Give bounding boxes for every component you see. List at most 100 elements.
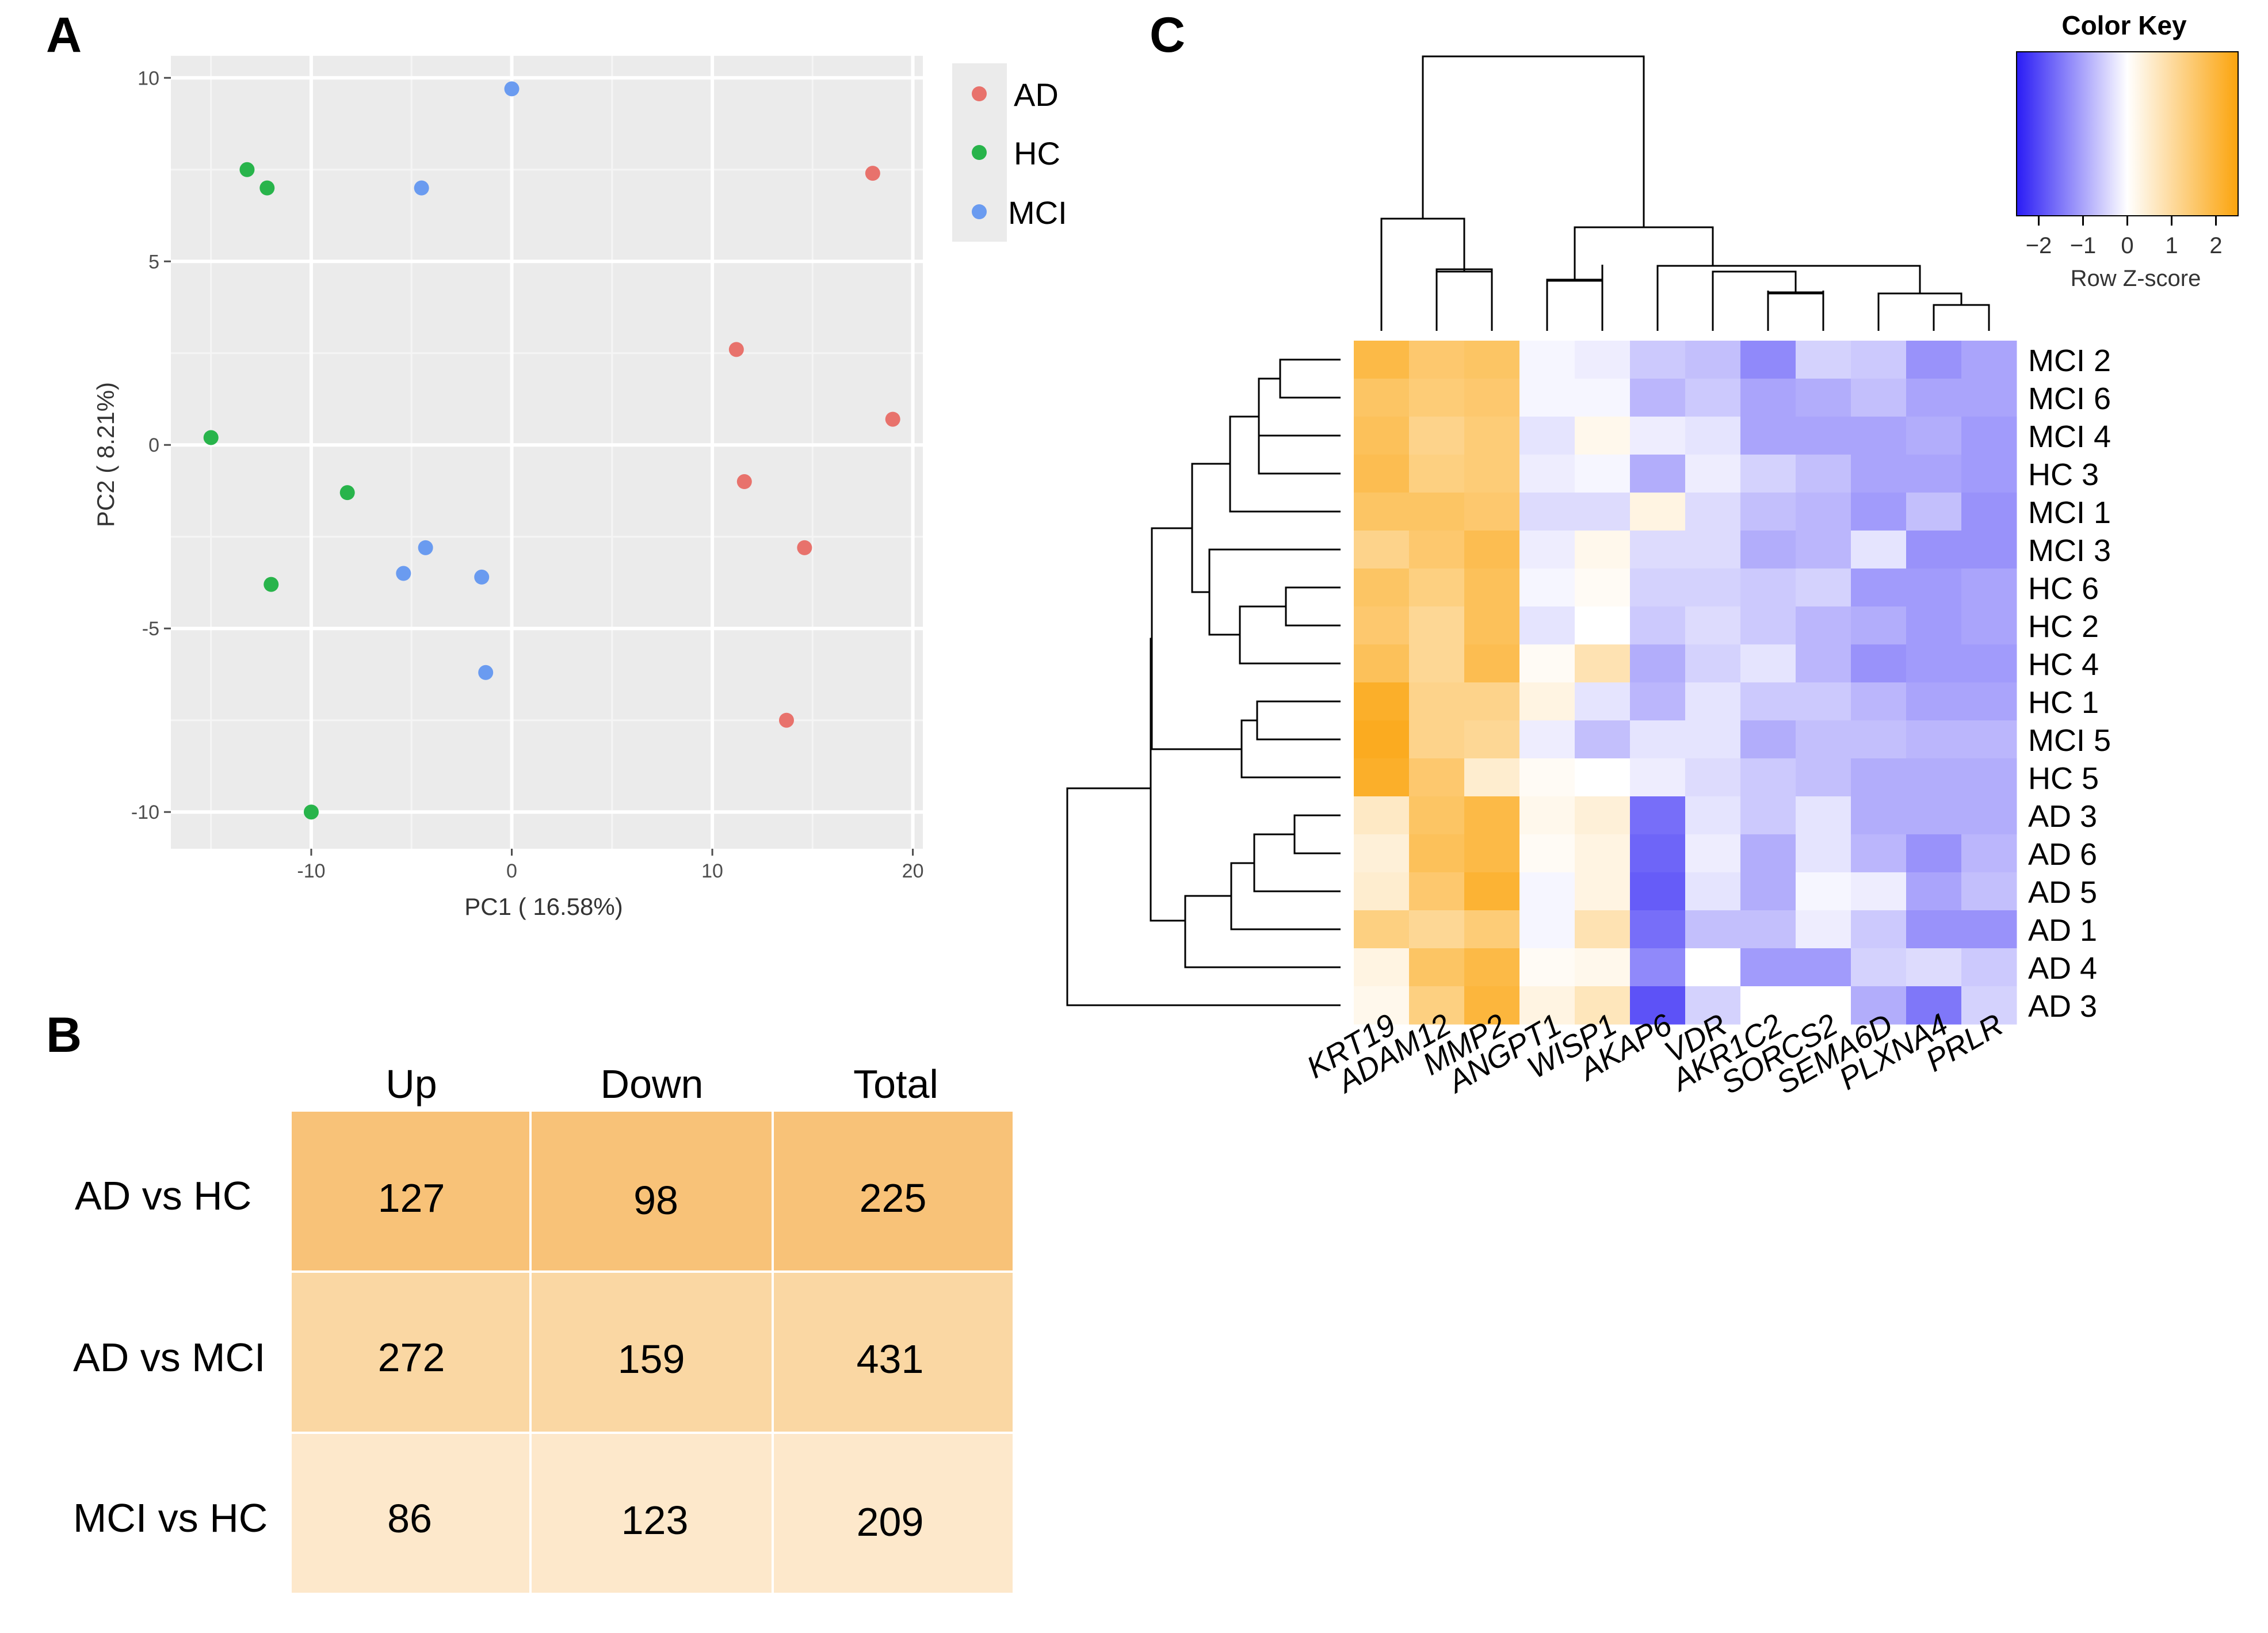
heatmap-cell xyxy=(1630,455,1686,493)
heatmap-cell xyxy=(1906,644,1962,683)
scatter-point-hc xyxy=(264,577,279,592)
heatmap-cell xyxy=(1519,569,1575,607)
heatmap-cell xyxy=(1575,910,1631,949)
col-dendro-plxna4-prlr xyxy=(1933,304,1990,331)
heatmap-cell xyxy=(1354,910,1410,949)
col-dendro-akr1c2-group xyxy=(1712,270,1797,331)
heatmap-cell xyxy=(1519,948,1575,987)
color-key-title: Color Key xyxy=(2061,10,2187,40)
heatmap-cell xyxy=(1961,455,2017,493)
y-tick-label: 10 xyxy=(138,67,159,89)
heatmap-cell xyxy=(1464,720,1520,759)
heatmap-cell xyxy=(1796,569,1851,607)
heatmap-cell xyxy=(1851,720,1907,759)
heatmap-cell xyxy=(1519,341,1575,379)
table-row-label-mci-vs-hc: MCI vs HC xyxy=(73,1495,268,1540)
heatmap-cell xyxy=(1685,834,1741,873)
col-dendro-angpt1-wisp1 xyxy=(1546,280,1603,291)
col-dendro-sema6d-group xyxy=(1877,292,1962,331)
heatmap-cell xyxy=(1906,606,1962,645)
x-tick-label: 20 xyxy=(902,860,924,882)
scatter-point-mci xyxy=(474,569,490,585)
heatmap-cell xyxy=(1354,341,1410,379)
heatmap-cell xyxy=(1961,606,2017,645)
table-cell-ad-vs-mci-up: 272 xyxy=(378,1335,445,1380)
heatmap-cell xyxy=(1575,379,1631,417)
row-dendro-ad4 xyxy=(1184,895,1341,968)
heatmap-cell xyxy=(1575,455,1631,493)
column-dendrogram-main xyxy=(1380,55,1990,331)
heatmap-cell xyxy=(1464,341,1520,379)
heatmap-cell xyxy=(1685,682,1741,721)
table-values: 127 98 225 272 159 431 86 123 209 xyxy=(378,1176,927,1544)
heatmap-cell xyxy=(1575,834,1631,873)
heatmap-cell xyxy=(1740,720,1796,759)
row-dendro-ad5 xyxy=(1253,833,1341,892)
row-dendrogram xyxy=(1066,358,1341,1006)
heatmap-cell xyxy=(1630,531,1686,569)
heatmap-cell xyxy=(1961,417,2017,455)
heatmap-cell xyxy=(1464,948,1520,987)
heatmap-cell xyxy=(1464,834,1520,873)
y-tick-label: -5 xyxy=(142,618,159,640)
color-key-tick-label: 0 xyxy=(2121,233,2133,258)
panel-c-heatmap: C xyxy=(1066,7,2239,1101)
row-label: MCI 5 xyxy=(2028,723,2111,758)
heatmap-cell xyxy=(1409,682,1465,721)
heatmap-cell xyxy=(1630,872,1686,911)
heatmap-cell xyxy=(1519,834,1575,873)
heatmap-cell xyxy=(1464,379,1520,417)
heatmap-cell xyxy=(1740,796,1796,835)
heatmap-cell xyxy=(1851,569,1907,607)
table-header-total: Total xyxy=(853,1062,938,1107)
heatmap-cell xyxy=(1630,758,1686,797)
table-cell-ad-vs-mci-down: 159 xyxy=(618,1337,685,1382)
heatmap-cell xyxy=(1630,682,1686,721)
heatmap-cell xyxy=(1796,948,1851,987)
scatter-x-axis-label: PC1 ( 16.58%) xyxy=(464,893,623,920)
heatmap-cell xyxy=(1354,606,1410,645)
row-label: HC 5 xyxy=(2028,761,2099,796)
row-dendro-mci3 xyxy=(1208,548,1341,636)
x-tick-label: 0 xyxy=(506,860,517,882)
heatmap-cell xyxy=(1409,872,1465,911)
heatmap-cell xyxy=(1851,644,1907,683)
table-cell-background xyxy=(772,1109,1015,1273)
y-tick-label: 0 xyxy=(148,434,159,456)
heatmap-cell xyxy=(1851,341,1907,379)
legend-label-ad: AD xyxy=(1014,77,1059,113)
heatmap-cell xyxy=(1685,417,1741,455)
heatmap-cell xyxy=(1685,606,1741,645)
heatmap-cell xyxy=(1575,569,1631,607)
heatmap-cell xyxy=(1906,455,1962,493)
heatmap-cell xyxy=(1740,379,1796,417)
table-header-up: Up xyxy=(385,1062,437,1107)
heatmap-cell xyxy=(1354,531,1410,569)
heatmap-cell xyxy=(1575,796,1631,835)
heatmap-cell xyxy=(1409,796,1465,835)
row-dendro-hc4 xyxy=(1239,605,1341,665)
heatmap-cell xyxy=(1851,417,1907,455)
heatmap-cell xyxy=(1851,531,1907,569)
heatmap-cell xyxy=(1851,455,1907,493)
heatmap-cell xyxy=(1685,341,1741,379)
heatmap-cell xyxy=(1685,720,1741,759)
scatter-y-axis-label: PC2 ( 8.21%) xyxy=(92,382,119,527)
heatmap-cell xyxy=(1630,417,1686,455)
color-key-tick-label: 2 xyxy=(2209,233,2222,258)
heatmap-cell xyxy=(1519,455,1575,493)
heatmap-cell xyxy=(1575,720,1631,759)
x-tick-label: 10 xyxy=(701,860,723,882)
heatmap-cell xyxy=(1575,872,1631,911)
heatmap-cell xyxy=(1740,758,1796,797)
heatmap-cell xyxy=(1354,834,1410,873)
heatmap-cell xyxy=(1906,872,1962,911)
heatmap-cell xyxy=(1464,417,1520,455)
heatmap-cell xyxy=(1630,796,1686,835)
heatmap-cell xyxy=(1961,796,2017,835)
heatmap-cell xyxy=(1906,531,1962,569)
heatmap-cell xyxy=(1961,569,2017,607)
heatmap-cell xyxy=(1519,872,1575,911)
heatmap-cell xyxy=(1630,948,1686,987)
row-label: AD 4 xyxy=(2028,951,2097,986)
